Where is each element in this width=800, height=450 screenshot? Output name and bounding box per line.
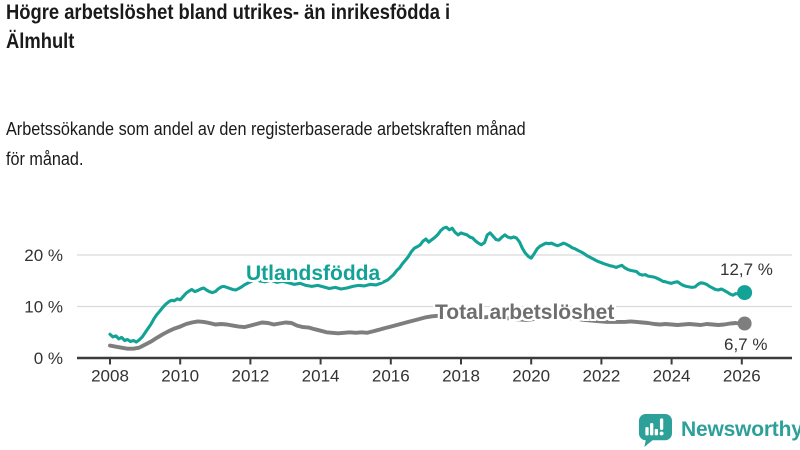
- x-tick-label-2020: 2020: [512, 367, 550, 386]
- x-tick-label-2024: 2024: [653, 367, 691, 386]
- x-tick-label-2016: 2016: [372, 367, 410, 386]
- newsworthy-bubble-bar-chart-icon: [638, 413, 672, 447]
- x-tick-label-2012: 2012: [231, 367, 269, 386]
- series-label-utlandsfodda: Utlandsfödda: [246, 262, 381, 285]
- x-tick-label-2018: 2018: [442, 367, 480, 386]
- data-line-total: [108, 313, 747, 351]
- newsworthy-wordmark: Newsworthy: [681, 418, 800, 441]
- title-line-1: Högre arbetslöshet bland utrikes- än inr…: [6, 1, 451, 24]
- chart-subtitle: Arbetssökande som andel av den registerb…: [6, 114, 526, 174]
- logo-exclamation-dot: [659, 431, 664, 436]
- y-tick-label-10: 10 %: [24, 298, 63, 317]
- end-dot-total: [737, 316, 752, 331]
- x-tick-label-2008: 2008: [91, 367, 129, 386]
- x-tick-label-2010: 2010: [161, 367, 199, 386]
- data-line-utlandsfodda: [108, 225, 747, 344]
- end-value-total-arbetsloshet: 6,7 %: [724, 335, 768, 354]
- subtitle-line-1: Arbetssökande som andel av den registerb…: [6, 119, 526, 139]
- end-value-utlandsfodda: 12,7 %: [720, 260, 773, 279]
- x-tick-label-2014: 2014: [302, 367, 340, 386]
- title-line-2: Älmhult: [6, 30, 75, 53]
- x-tick-label-2026: 2026: [723, 367, 761, 386]
- newsworthy-logo: Newsworthy: [637, 412, 800, 447]
- logo-bar-2: [650, 423, 654, 436]
- series-label-total-arbetsloshet: Total arbetslöshet: [435, 301, 615, 324]
- end-dot-utlandsfodda: [737, 285, 753, 301]
- y-tick-label-20: 20 %: [24, 246, 63, 265]
- x-tick-label-2022: 2022: [582, 367, 620, 386]
- y-tick-label-0: 0 %: [34, 349, 63, 368]
- subtitle-line-2: för månad.: [6, 149, 84, 169]
- logo-bar-1: [645, 427, 649, 436]
- logo-exclamation-line: [659, 418, 664, 430]
- page-title: Högre arbetslöshet bland utrikes- än inr…: [6, 0, 450, 56]
- logo-bar-3: [654, 429, 658, 436]
